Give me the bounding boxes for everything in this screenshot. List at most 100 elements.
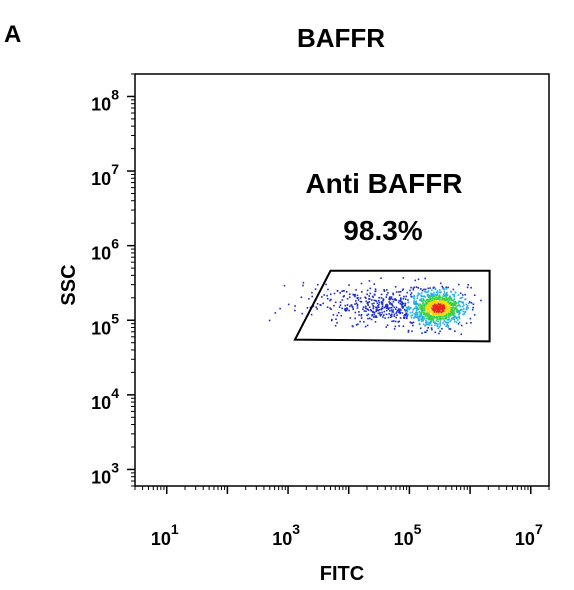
event-dot: [435, 311, 438, 313]
event-dot: [447, 298, 450, 300]
event-dot: [439, 321, 442, 323]
event-dot: [349, 317, 352, 319]
event-dot: [449, 302, 452, 305]
event-dot: [367, 313, 370, 316]
event-dot: [458, 317, 461, 320]
event-dot: [459, 300, 461, 303]
event-dot: [411, 330, 413, 332]
event-dot: [447, 326, 449, 328]
event-dot: [402, 297, 405, 300]
event-dot: [428, 314, 431, 316]
event-dot: [423, 312, 426, 314]
event-dot: [306, 307, 309, 309]
event-dot: [357, 323, 359, 326]
event-dot: [389, 302, 392, 304]
event-dot: [374, 315, 377, 318]
event-dot: [431, 296, 434, 299]
event-dot: [432, 294, 435, 296]
event-dot: [389, 310, 391, 312]
event-dot: [376, 302, 379, 305]
event-dot: [439, 319, 442, 321]
event-dot: [373, 293, 376, 296]
event-dot: [416, 306, 419, 309]
event-dot: [429, 316, 431, 318]
event-dot: [362, 308, 364, 310]
event-dot: [391, 313, 393, 316]
event-dot: [411, 322, 413, 324]
event-dot: [452, 316, 455, 319]
event-dot: [446, 304, 448, 307]
gate-polygon[interactable]: [293, 269, 491, 343]
event-dot: [422, 299, 425, 301]
event-dot: [379, 314, 382, 317]
event-dot: [448, 312, 450, 315]
event-dot: [438, 294, 441, 297]
event-dot: [401, 289, 404, 291]
event-dot: [433, 307, 436, 309]
event-dot: [446, 316, 448, 318]
gate-name: Anti BAFFR: [305, 168, 462, 199]
event-dot: [457, 323, 460, 325]
event-dot: [422, 307, 425, 310]
event-dot: [433, 311, 436, 313]
event-dot: [287, 303, 290, 306]
event-dot: [425, 291, 427, 293]
event-dot: [432, 319, 435, 322]
event-dot: [440, 314, 442, 316]
event-dot: [391, 311, 393, 313]
event-dot: [432, 299, 434, 302]
x-tick-label-base: 10: [151, 529, 171, 549]
event-dot: [378, 308, 381, 311]
event-dot: [451, 313, 453, 316]
event-dot: [375, 308, 378, 311]
event-dot: [432, 320, 435, 323]
event-dot: [432, 318, 435, 320]
event-dot: [311, 291, 313, 294]
event-dot: [442, 317, 445, 320]
event-dot: [453, 316, 456, 319]
y-tick-label-exp: 7: [111, 161, 119, 177]
event-dot: [446, 308, 448, 311]
event-dot: [407, 313, 409, 316]
event-dot: [366, 293, 368, 296]
event-dot: [446, 319, 449, 321]
event-dot: [441, 301, 444, 303]
event-dot: [397, 308, 400, 310]
event-dot: [405, 316, 408, 318]
event-dot: [448, 328, 451, 330]
event-dot: [451, 293, 454, 296]
event-dot: [336, 289, 339, 292]
event-dot: [317, 283, 319, 286]
event-dot: [386, 305, 389, 307]
event-dot: [425, 315, 427, 317]
event-dot: [423, 304, 425, 307]
event-dot: [435, 308, 437, 311]
event-dot: [411, 295, 414, 298]
event-dot: [400, 297, 402, 299]
event-dot: [432, 314, 435, 316]
event-dot: [443, 315, 445, 317]
event-dot: [399, 308, 401, 310]
event-dot: [420, 312, 422, 314]
event-dot: [407, 299, 409, 301]
event-dot: [419, 299, 421, 301]
event-dot: [414, 316, 416, 319]
y-tick-label: 105: [91, 310, 119, 338]
event-dot: [417, 287, 420, 289]
event-dot: [439, 300, 441, 302]
event-dot: [326, 306, 329, 308]
event-dot: [345, 291, 348, 293]
event-dot: [436, 302, 438, 305]
event-dot: [448, 308, 451, 311]
event-dot: [364, 305, 367, 308]
event-dot: [458, 313, 460, 316]
event-dot: [410, 292, 413, 294]
event-dot: [366, 289, 369, 292]
event-dot: [405, 313, 407, 316]
event-dot: [404, 310, 407, 312]
event-dot: [453, 303, 455, 305]
event-dot: [424, 277, 426, 280]
event-dot: [453, 313, 456, 315]
event-dot: [388, 298, 390, 300]
event-dot: [421, 320, 423, 322]
